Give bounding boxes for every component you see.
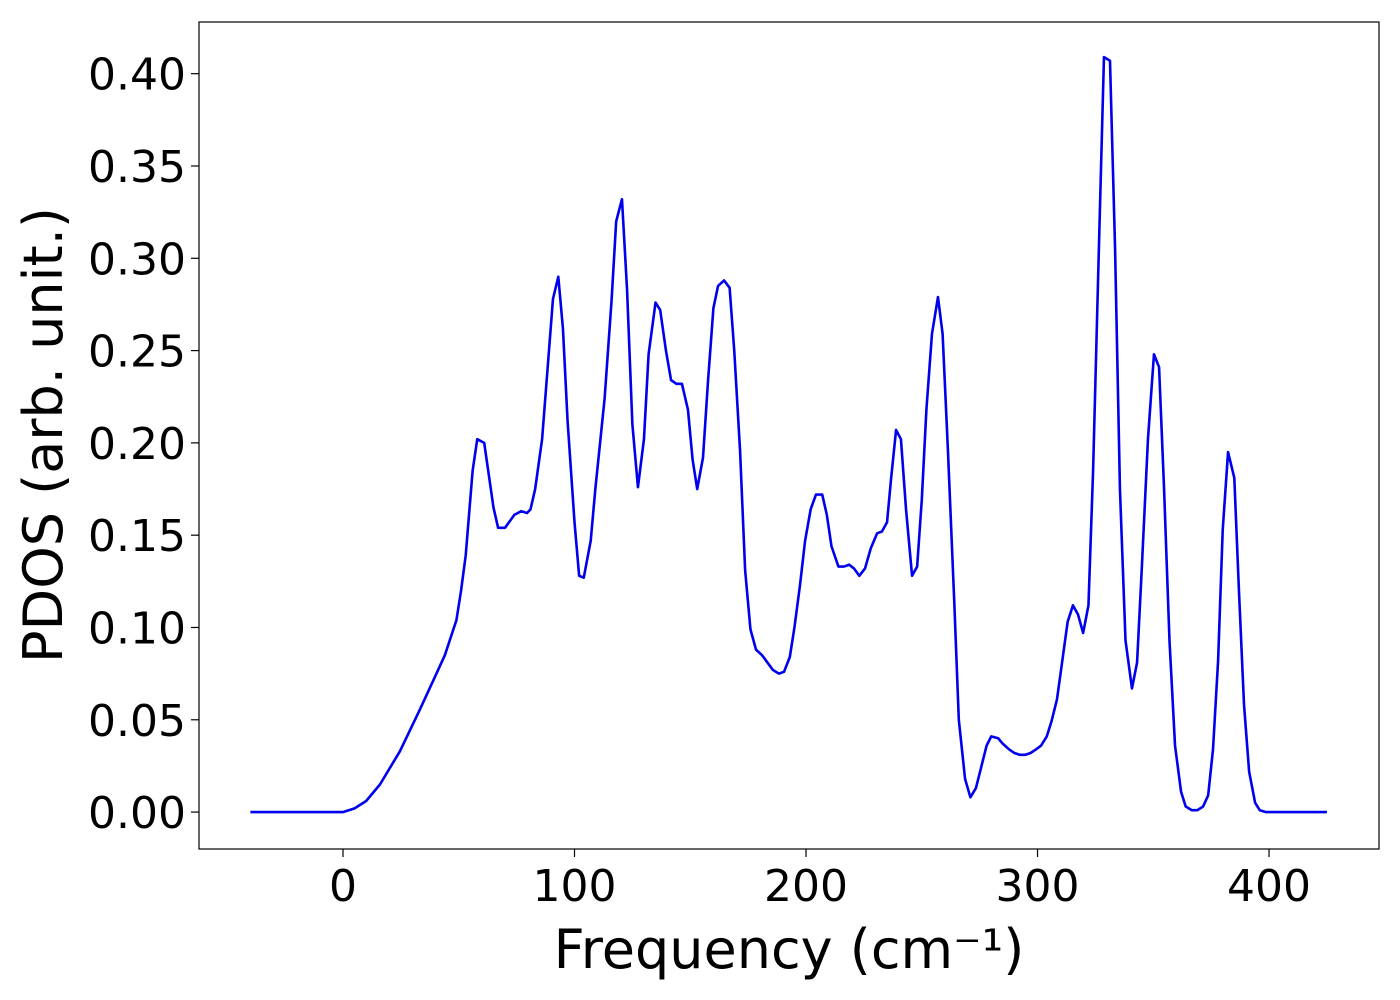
y-tick-label: 0.35 (88, 142, 186, 193)
x-tick-label: 300 (996, 861, 1080, 912)
y-tick-label: 0.40 (88, 50, 186, 101)
y-tick-label: 0.10 (88, 603, 186, 654)
x-tick-label: 0 (329, 861, 357, 912)
data-line (250, 55, 1327, 814)
y-tick-label: 0.25 (88, 327, 186, 378)
y-tick-label: 0.20 (88, 419, 186, 470)
y-tick-label: 0.00 (88, 788, 186, 839)
x-tick-label: 400 (1227, 861, 1311, 912)
plot-frame (198, 21, 1380, 850)
y-axis-label: PDOS (arb. unit.) (12, 207, 75, 663)
x-axis-label: Frequency (cm⁻¹) (554, 918, 1025, 981)
x-tick-label: 100 (533, 861, 617, 912)
y-tick-label: 0.30 (88, 234, 186, 285)
x-tick-label: 200 (764, 861, 848, 912)
y-tick-label: 0.15 (88, 511, 186, 562)
y-tick-label: 0.05 (88, 696, 186, 747)
